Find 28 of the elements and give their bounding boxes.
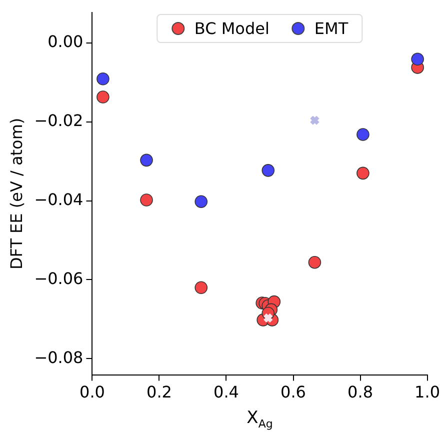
point (96, 90, 110, 104)
point (411, 52, 424, 66)
legend-label: BC Model (194, 19, 270, 38)
point (356, 128, 370, 141)
y-tick-label: −0.08 (34, 348, 84, 367)
point (262, 312, 274, 324)
legend-label: EMT (314, 19, 348, 38)
x-tick-label: 0.4 (214, 382, 239, 402)
x-axis-title: X$_{Ag}$ (246, 408, 273, 430)
x-tick-label: 0.0 (80, 382, 105, 402)
x-tick-label: 0.2 (146, 382, 172, 402)
point (194, 195, 208, 208)
point (96, 72, 110, 86)
point (310, 115, 320, 126)
y-tick-label: 0.00 (48, 32, 84, 52)
point (194, 281, 208, 294)
y-tick-label: −0.04 (34, 190, 84, 209)
y-axis-title: DFT EE (eV / atom) (6, 118, 26, 270)
x-tick-label: 1.0 (414, 382, 440, 402)
x-tick-label: 0.6 (280, 382, 306, 402)
point (356, 166, 370, 180)
point (140, 194, 153, 206)
x-tick-label: 0.8 (348, 382, 373, 402)
point (140, 154, 153, 167)
y-tick-label: −0.06 (34, 268, 84, 288)
point (262, 164, 275, 177)
y-tick-label: −0.02 (34, 111, 84, 130)
point (308, 256, 322, 269)
